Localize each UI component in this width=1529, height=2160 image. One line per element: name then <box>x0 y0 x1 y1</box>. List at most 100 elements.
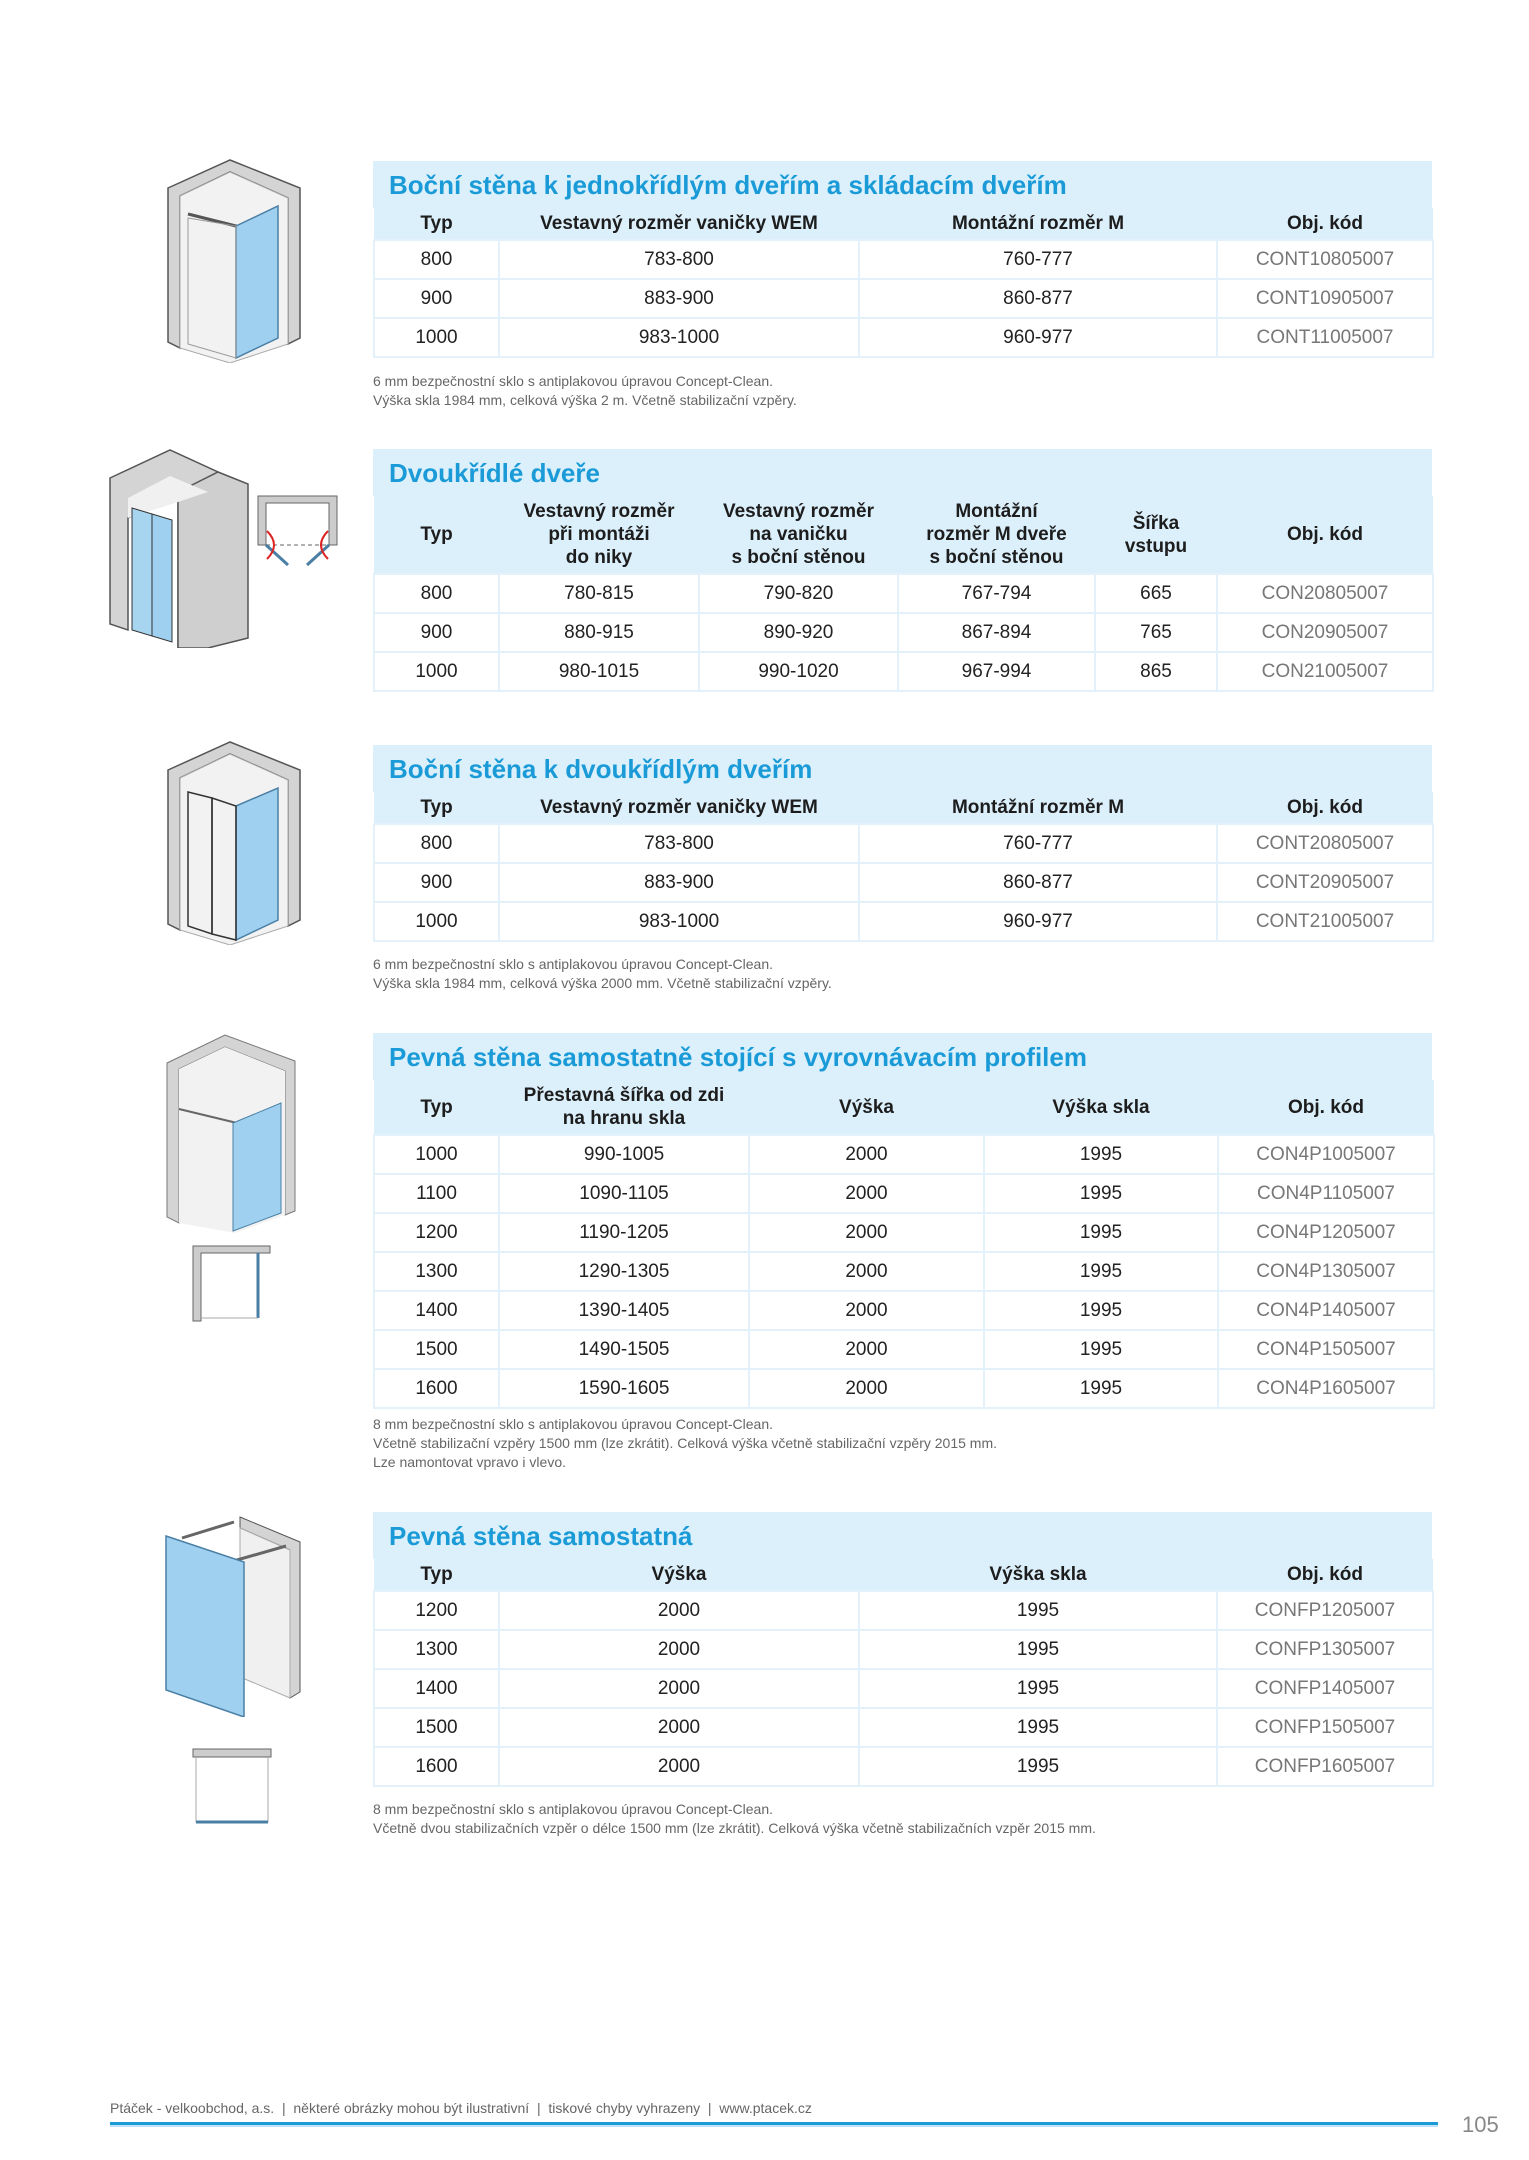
table-cell: 1400 <box>373 1668 499 1708</box>
table-cell: 2000 <box>748 1251 984 1291</box>
footer-text: Ptáček - velkoobchod, a.s. | některé obr… <box>110 2100 812 2116</box>
table-row: 1600 2000 1995 CONFP1605007 <box>373 1746 1434 1787</box>
table-cell: 1995 <box>983 1251 1218 1291</box>
order-code-cell: CONT11005007 <box>1216 317 1434 358</box>
table-cell: 1500 <box>373 1329 499 1369</box>
table-cell: 1995 <box>858 1746 1217 1787</box>
note-line: 8 mm bezpečnostní sklo s antiplakovou úp… <box>373 1416 773 1432</box>
table-cell: 2000 <box>748 1134 984 1174</box>
table-cell: 1390-1405 <box>498 1290 749 1330</box>
table-cell: 1000 <box>373 651 499 692</box>
column-header: Montážní rozměr M <box>859 208 1217 240</box>
order-code-cell: CON4P1105007 <box>1217 1173 1435 1213</box>
table-cell: 883-900 <box>498 278 859 318</box>
table-cell: 880-915 <box>498 612 699 652</box>
shower-side-wall-illustration <box>167 159 301 363</box>
table-cell: 960-977 <box>858 317 1217 358</box>
table-cell: 2000 <box>748 1368 984 1409</box>
table-cell: 990-1020 <box>698 651 898 692</box>
table-cell: 1600 <box>373 1368 499 1409</box>
table-cell: 2000 <box>498 1590 859 1630</box>
fixed-wall-standalone-illustration <box>165 1516 301 1717</box>
column-header: Obj. kód <box>1217 1559 1433 1591</box>
order-code-cell: CONFP1405007 <box>1216 1668 1434 1708</box>
note-line: Včetně stabilizační vzpěry 1500 mm (lze … <box>373 1435 998 1451</box>
section-title: Pevná stěna samostatná <box>389 1521 693 1551</box>
note-line: Výška skla 1984 mm, celková výška 2 m. V… <box>373 392 797 408</box>
section-side-wall-double-door: Boční stěna k dvoukřídlým dveřím Typ Vesta… <box>373 745 1434 942</box>
table-row: 800 783-800 760-777 CONT20805007 <box>373 823 1434 863</box>
table-cell: 780-815 <box>498 573 699 613</box>
table-cell: 2000 <box>748 1173 984 1213</box>
table-cell: 790-820 <box>698 573 898 613</box>
table-cell: 1490-1505 <box>498 1329 749 1369</box>
table-cell: 990-1005 <box>498 1134 749 1174</box>
table-header-row: Typ Přestavná šířka od zdi na hranu skla V… <box>374 1080 1434 1135</box>
table-cell: 1000 <box>373 901 499 942</box>
product-table: Typ Výška Výška skla Obj. kód 1200 2000 1995 CO… <box>373 1559 1434 1787</box>
table-cell: 783-800 <box>498 239 859 279</box>
section-fixed-wall: Pevná stěna samostatná Typ Výška Výška skla… <box>373 1512 1434 1787</box>
table-cell: 2000 <box>498 1746 859 1787</box>
table-cell: 760-777 <box>858 239 1217 279</box>
order-code-cell: CON4P1505007 <box>1217 1329 1435 1369</box>
table-header-row: Typ Vestavný rozměr vaničky WEM Montážní r… <box>374 208 1433 240</box>
table-cell: 980-1015 <box>498 651 699 692</box>
section-side-wall-single-door: Boční stěna k jednokřídlým dveřím a sklá… <box>373 161 1434 358</box>
order-code-cell: CONT10905007 <box>1216 278 1434 318</box>
column-header: Vestavný rozměr vaničky WEM <box>499 208 859 240</box>
table-cell: 1995 <box>983 1173 1218 1213</box>
column-header: Typ <box>374 496 499 574</box>
column-header: Vestavný rozměr při montáži do niky <box>499 496 699 574</box>
table-row: 800 783-800 760-777 CONT10805007 <box>373 239 1434 279</box>
section-title: Boční stěna k jednokřídlým dveřím a sklá… <box>389 170 1067 200</box>
shower-side-wall-double-door-illustration <box>167 741 301 945</box>
table-row: 1000 980-1015 990-1020 967-994 865 CON2100500… <box>373 651 1434 692</box>
table-cell: 2000 <box>748 1212 984 1252</box>
table-cell: 2000 <box>498 1629 859 1669</box>
table-cell: 860-877 <box>858 862 1217 902</box>
table-cell: 1995 <box>983 1329 1218 1369</box>
column-header: Typ <box>374 1559 499 1591</box>
order-code-cell: CON4P1605007 <box>1217 1368 1435 1409</box>
order-code-cell: CON4P1205007 <box>1217 1212 1435 1252</box>
table-cell: 1100 <box>373 1173 499 1213</box>
table-cell: 983-1000 <box>498 317 859 358</box>
table-row: 1000 983-1000 960-977 CONT11005007 <box>373 317 1434 358</box>
table-cell: 2000 <box>498 1668 859 1708</box>
order-code-cell: CONT10805007 <box>1216 239 1434 279</box>
order-code-cell: CONFP1205007 <box>1216 1590 1434 1630</box>
column-header: Typ <box>374 208 499 240</box>
column-header: Výška skla <box>859 1559 1217 1591</box>
note-line: Lze namontovat vpravo i vlevo. <box>373 1454 566 1470</box>
table-cell: 1000 <box>373 1134 499 1174</box>
table-row: 1000 983-1000 960-977 CONT21005007 <box>373 901 1434 942</box>
column-header: Typ <box>374 1080 499 1135</box>
product-table: Typ Vestavný rozměr vaničky WEM Montážní r… <box>373 208 1434 358</box>
product-table: Typ Vestavný rozměr vaničky WEM Montážní r… <box>373 792 1434 942</box>
note-line: 8 mm bezpečnostní sklo s antiplakovou úp… <box>373 1801 773 1817</box>
table-cell: 1995 <box>983 1290 1218 1330</box>
double-door-floor-plan-icon <box>257 495 338 567</box>
table-cell: 800 <box>373 239 499 279</box>
note-line: Výška skla 1984 mm, celková výška 2000 m… <box>373 975 832 991</box>
table-cell: 1995 <box>983 1368 1218 1409</box>
section-double-door: Dvoukřídlé dveře Typ Vestavný rozměr při m… <box>373 449 1434 692</box>
double-door-illustration <box>109 449 249 648</box>
table-row: 1200 1190-1205 2000 1995 CON4P1205007 <box>373 1212 1435 1252</box>
table-row: 1300 2000 1995 CONFP1305007 <box>373 1629 1434 1669</box>
table-row: 1500 2000 1995 CONFP1505007 <box>373 1707 1434 1747</box>
table-cell: 900 <box>373 278 499 318</box>
table-cell: 867-894 <box>897 612 1095 652</box>
table-cell: 2000 <box>748 1329 984 1369</box>
column-header: Vestavný rozměr na vaničku s boční stěno… <box>699 496 898 574</box>
order-code-cell: CON20805007 <box>1216 573 1434 613</box>
table-row: 1300 1290-1305 2000 1995 CON4P1305007 <box>373 1251 1435 1291</box>
column-header: Obj. kód <box>1217 792 1433 824</box>
product-table: Typ Přestavná šířka od zdi na hranu skla V… <box>373 1080 1435 1409</box>
table-cell: 1290-1305 <box>498 1251 749 1291</box>
section-notes: 6 mm bezpečnostní sklo s antiplakovou úp… <box>373 372 797 410</box>
column-header: Obj. kód <box>1217 208 1433 240</box>
column-header: Výška <box>499 1559 859 1591</box>
section-notes: 8 mm bezpečnostní sklo s antiplakovou úp… <box>373 1415 997 1472</box>
